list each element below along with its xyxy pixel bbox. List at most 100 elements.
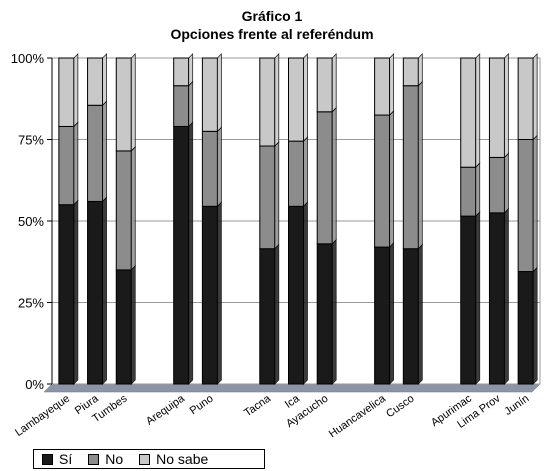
bar-no — [402, 85, 419, 250]
bar-no-sabe — [58, 57, 75, 127]
bar-side — [274, 141, 280, 250]
bar-si — [402, 248, 419, 385]
bar-si — [115, 269, 132, 385]
bar-no-sabe — [517, 57, 534, 140]
bar-side — [73, 199, 79, 385]
bar-no-sabe — [316, 57, 333, 113]
bar-side — [130, 264, 136, 385]
bar-side — [532, 266, 538, 385]
x-tick-label: Huancavelica — [327, 392, 389, 440]
bar-no — [316, 111, 333, 245]
bar-si — [58, 204, 75, 385]
bar-no-sabe — [488, 57, 505, 158]
y-tick-label: 25% — [18, 296, 44, 311]
bar-side — [216, 201, 222, 385]
bar-no — [488, 156, 505, 214]
plot-floor — [43, 383, 541, 393]
bar-si — [201, 205, 218, 385]
y-tick-label: 0% — [25, 377, 44, 392]
bar-side — [216, 53, 222, 133]
x-tick-label: Lambayeque — [13, 393, 72, 439]
bar-side — [102, 53, 107, 107]
x-tick-label: Junín — [502, 393, 531, 418]
x-tick-label: Ica — [283, 392, 303, 411]
bar-no-sabe — [259, 57, 276, 147]
x-tick-label: Puno — [188, 393, 216, 418]
bar-no — [460, 166, 477, 217]
legend-label-no: No — [105, 451, 124, 467]
bar-side — [532, 134, 538, 273]
x-tick-label: Cusco — [384, 393, 416, 421]
y-tick-label: 50% — [18, 214, 44, 229]
bar-no-sabe — [173, 57, 190, 87]
legend-item-no: No — [88, 451, 123, 467]
bar-si — [460, 215, 477, 385]
bar-side — [188, 121, 194, 385]
bar-side — [331, 106, 337, 245]
bar-side — [73, 53, 79, 128]
x-tick-label: Tacna — [242, 392, 274, 419]
bar-side — [303, 201, 308, 385]
bar-no — [87, 104, 104, 202]
y-tick-label: 100% — [11, 51, 45, 66]
legend-label-no-sabe: No sabe — [156, 451, 209, 467]
bar-side — [417, 53, 423, 87]
x-tick-label: Arequipa — [144, 392, 188, 428]
bar-side — [102, 196, 107, 385]
chart-legend: Sí No No sabe — [33, 449, 265, 469]
bar-side — [274, 243, 280, 385]
bar-side — [130, 53, 136, 152]
bar-side — [532, 53, 538, 141]
bar-side — [389, 53, 395, 117]
bar-no-sabe — [374, 57, 391, 116]
bar-no — [115, 150, 132, 271]
bar-side — [504, 53, 509, 159]
bar-no — [288, 140, 304, 207]
bar-no — [259, 145, 276, 250]
bar-side — [504, 207, 509, 385]
bar-no — [173, 85, 190, 127]
bar-side — [417, 80, 423, 250]
bar-si — [259, 248, 276, 385]
legend-swatch-si — [42, 453, 53, 465]
legend-swatch-no-sabe — [139, 453, 151, 465]
bar-side — [303, 136, 308, 208]
bar-no-sabe — [288, 57, 304, 142]
bar-no-sabe — [201, 57, 218, 132]
bar-si — [173, 125, 190, 385]
chart-title: Gráfico 1 — [241, 8, 303, 24]
bar-no-sabe — [460, 57, 477, 168]
legend-label-si: Sí — [59, 451, 73, 467]
bar-side — [475, 162, 481, 218]
legend-swatch-no — [88, 453, 100, 465]
bar-si — [288, 205, 304, 385]
bar-si — [87, 200, 104, 385]
bar-side — [188, 80, 194, 128]
bar-side — [216, 126, 222, 208]
bar-si — [517, 271, 534, 385]
bar-no-sabe — [115, 57, 132, 152]
bar-no — [374, 114, 391, 248]
y-tick-label: 75% — [18, 133, 44, 148]
bar-no — [58, 125, 75, 206]
bar-side — [73, 121, 79, 206]
bar-side — [130, 145, 136, 271]
bar-si — [374, 246, 391, 385]
bar-no — [201, 130, 218, 207]
bar-side — [303, 53, 308, 143]
bar-side — [389, 110, 395, 249]
bar-side — [331, 238, 337, 385]
legend-item-si: Sí — [42, 451, 72, 467]
chart-subtitle: Opciones frente al referéndum — [170, 26, 374, 42]
bar-side — [475, 53, 481, 169]
legend-item-no-sabe: No sabe — [139, 451, 208, 467]
bar-si — [316, 243, 333, 385]
bar-side — [102, 100, 107, 203]
bar-side — [389, 242, 395, 385]
bar-side — [274, 53, 280, 147]
bar-side — [475, 211, 481, 385]
bar-no-sabe — [87, 57, 104, 106]
bar-side — [188, 53, 194, 87]
bar-no-sabe — [402, 57, 419, 87]
